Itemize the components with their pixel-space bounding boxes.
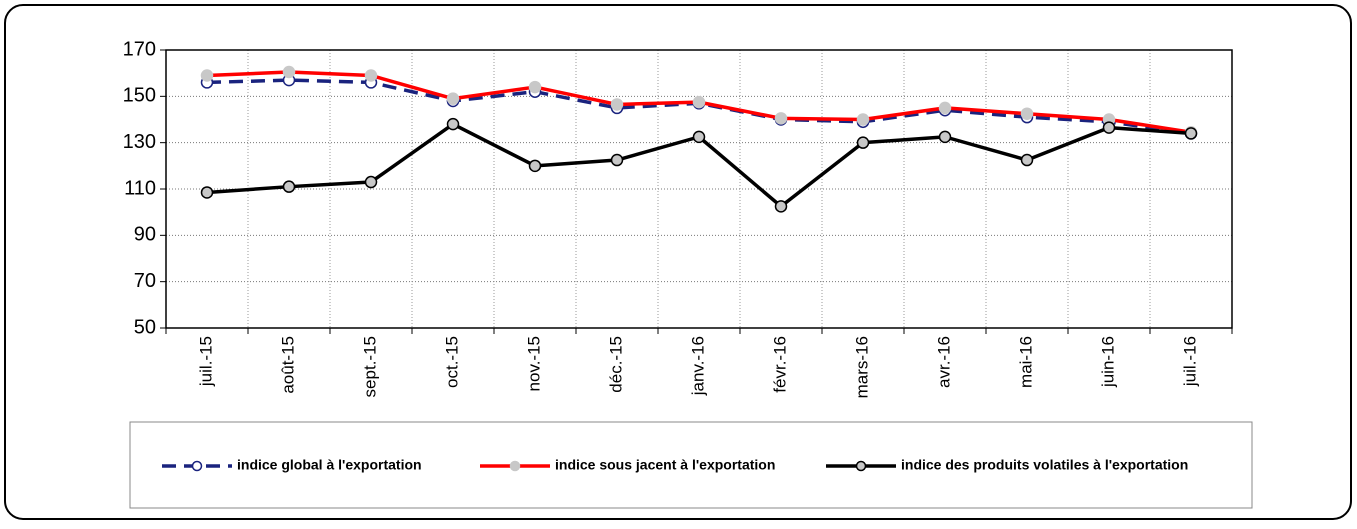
marker [938, 101, 952, 115]
legend-marker [191, 460, 203, 472]
marker [364, 69, 378, 82]
legend-label: indice global à l'exportation [237, 457, 422, 473]
legend-box [129, 421, 1253, 509]
y-tick-label: 90 [134, 224, 156, 246]
x-tick-label: nov.-15 [524, 336, 543, 391]
marker [200, 69, 214, 82]
x-tick-label: déc.-15 [606, 336, 625, 393]
x-tick-label: mars-16 [852, 336, 871, 398]
legend-label: indice sous jacent à l'exportation [555, 457, 775, 473]
marker [1020, 107, 1034, 120]
plot-border [165, 49, 1233, 329]
marker [692, 95, 706, 109]
marker [774, 200, 788, 213]
x-tick-label: sept.-15 [360, 336, 379, 397]
y-tick-label: 110 [124, 177, 156, 199]
marker [528, 159, 542, 173]
x-tick-label: juil.-15 [196, 336, 215, 387]
legend-marker [855, 460, 867, 472]
y-tick-label: 70 [134, 270, 156, 292]
marker [528, 80, 542, 94]
marker [282, 65, 296, 79]
marker [610, 153, 624, 167]
x-tick-label: juin-16 [1098, 336, 1117, 388]
marker [938, 130, 952, 144]
marker [692, 130, 706, 144]
marker [1020, 153, 1034, 167]
legend-marker [509, 460, 521, 472]
marker [364, 175, 378, 189]
marker [1102, 121, 1116, 134]
marker [856, 113, 870, 126]
y-tick-label: 130 [123, 131, 156, 153]
y-tick-label: 50 [134, 316, 156, 338]
marker [282, 180, 296, 193]
marker [774, 112, 788, 125]
x-tick-label: janv.-16 [688, 336, 707, 396]
marker [446, 92, 460, 105]
x-tick-label: août-15 [278, 336, 297, 394]
marker [1184, 127, 1198, 140]
x-tick-label: oct.-15 [442, 336, 461, 388]
marker [446, 117, 460, 131]
x-tick-label: avr.-16 [934, 336, 953, 388]
marker [200, 186, 214, 199]
y-tick-label: 170 [123, 38, 156, 60]
x-tick-label: mai-16 [1016, 336, 1035, 388]
legend-label: indice des produits volatiles à l'export… [901, 457, 1188, 473]
marker [856, 136, 870, 149]
x-tick-label: févr.-16 [770, 336, 789, 393]
marker [610, 98, 624, 111]
y-tick-label: 150 [123, 85, 156, 107]
x-tick-label: juil.-16 [1180, 336, 1199, 387]
